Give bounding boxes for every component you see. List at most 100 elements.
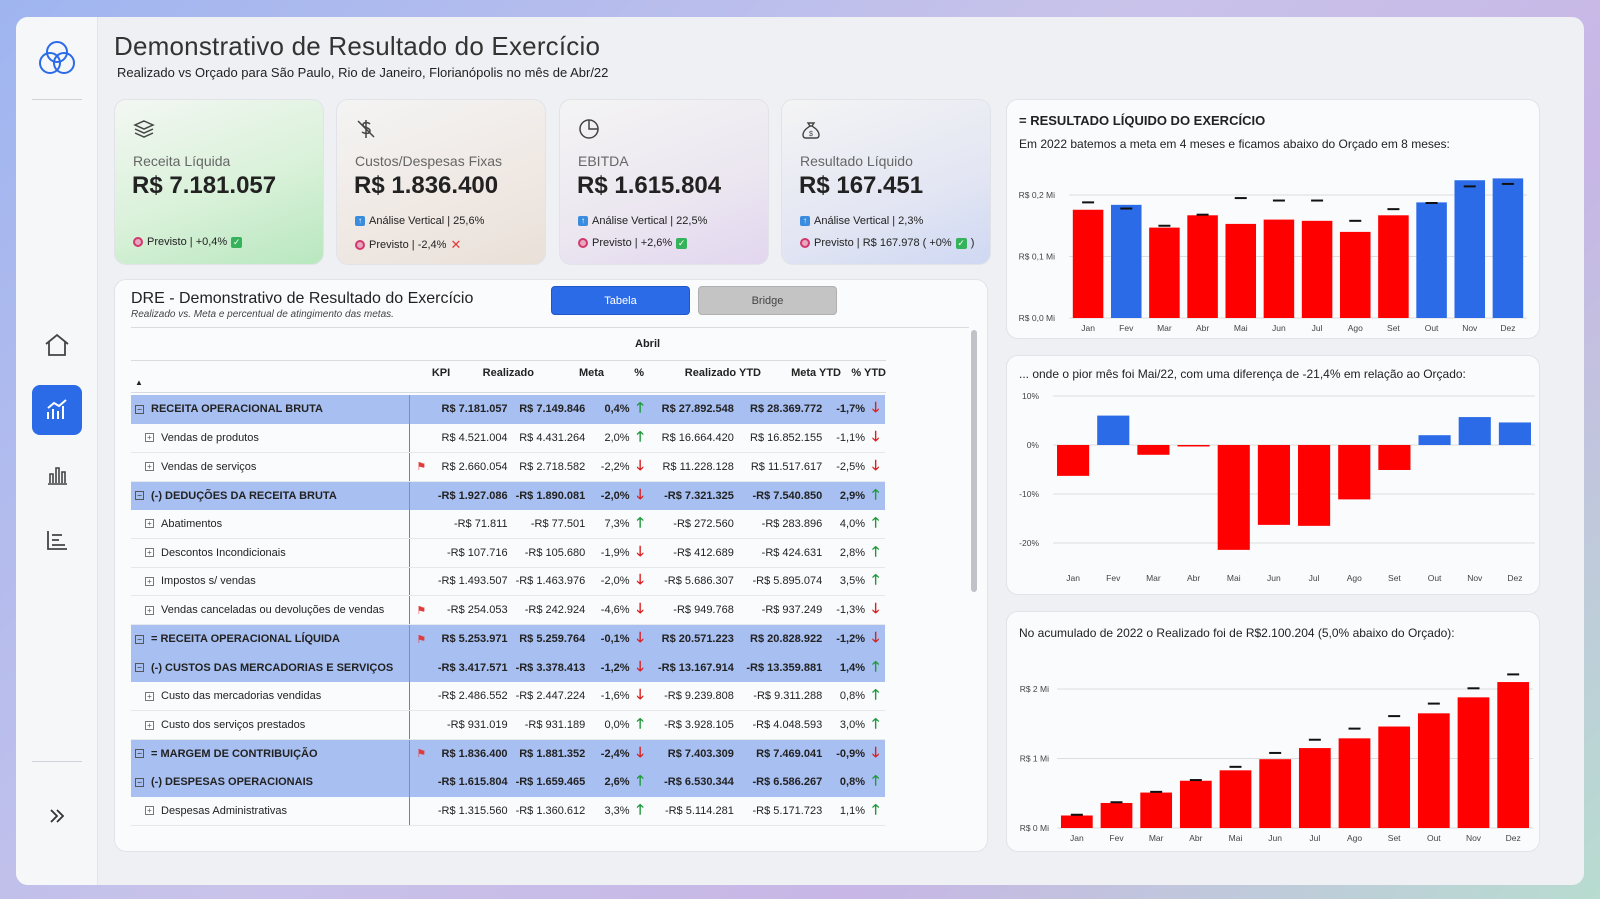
table-row[interactable]: + Custo dos serviços prestados -R$ 931.019… bbox=[131, 710, 885, 740]
tab-tabela-button[interactable]: Tabela bbox=[551, 286, 690, 315]
target-icon bbox=[800, 238, 810, 248]
month-header: Abril bbox=[635, 338, 661, 350]
expand-icon[interactable]: + bbox=[145, 691, 154, 701]
table-scrollbar[interactable] bbox=[971, 330, 977, 592]
percent-cell: -2,4% bbox=[589, 739, 634, 768]
table-row[interactable]: + Vendas de serviços ⚑ R$ 2.660.054 R$ 2.718… bbox=[131, 452, 885, 482]
table-row[interactable]: − = MARGEM DE CONTRIBUIÇÃO ⚑ R$ 1.836.400 R$… bbox=[131, 739, 885, 768]
column-header[interactable]: Meta bbox=[578, 367, 604, 379]
kpi-card-3[interactable]: EBITDA R$ 1.615.804 ↑ Análise Vertical | 22… bbox=[559, 99, 769, 265]
expand-icon[interactable]: + bbox=[145, 433, 154, 443]
arrow-up-icon: 🡑 bbox=[872, 542, 880, 559]
arrow-up-icon: 🡑 bbox=[872, 513, 880, 530]
x-tick-label: Out bbox=[1427, 833, 1441, 843]
x-tick-label: Jun bbox=[1268, 833, 1282, 843]
arrow-down-icon: 🡓 bbox=[636, 629, 644, 646]
x-tick-label: Nov bbox=[1462, 323, 1478, 333]
kpi-flag-cell: ⚑ bbox=[409, 624, 433, 654]
x-tick-label: Nov bbox=[1466, 833, 1482, 843]
arrow-down-icon: 🡓 bbox=[872, 399, 880, 416]
table-row[interactable]: − (-) DESPESAS OPERACIONAIS -R$ 1.615.804-… bbox=[131, 767, 885, 797]
realizado-cell: -R$ 107.716 bbox=[432, 538, 512, 568]
table-row[interactable]: − = RECEITA OPERACIONAL LÍQUIDA ⚑ R$ 5.253.… bbox=[131, 624, 885, 654]
target-icon bbox=[355, 240, 365, 250]
collapse-icon[interactable]: − bbox=[135, 749, 144, 759]
kpi-value: R$ 7.181.057 bbox=[132, 172, 277, 199]
bar bbox=[1301, 220, 1333, 318]
x-tick-label: Set bbox=[1388, 573, 1401, 583]
tab-bridge-button[interactable]: Bridge bbox=[698, 286, 837, 315]
kpi-label: Receita Líquida bbox=[133, 153, 231, 169]
meta-cell: -R$ 105.680 bbox=[511, 538, 590, 568]
realizado-cell: R$ 5.253.971 bbox=[432, 624, 512, 654]
column-header[interactable]: Meta YTD bbox=[791, 367, 841, 379]
kpi-card-4[interactable]: $ Resultado Líquido R$ 167.451 ↑ Análise Ver… bbox=[781, 99, 991, 265]
table-row[interactable]: + Vendas canceladas ou devoluções de vend… bbox=[131, 595, 885, 625]
percent-ytd-cell: -2,5% bbox=[826, 452, 869, 482]
collapse-icon[interactable]: − bbox=[135, 404, 144, 414]
collapse-icon[interactable]: − bbox=[135, 663, 144, 673]
table-row[interactable]: + Abatimentos -R$ 71.811 -R$ 77.501 7,3% 🡑 -R$… bbox=[131, 509, 885, 539]
table-row[interactable]: + Despesas Administrativas -R$ 1.315.560 -R… bbox=[131, 796, 885, 826]
arrow-up-icon: 🡑 bbox=[872, 800, 880, 817]
x-tick-label: Mai bbox=[1227, 573, 1241, 583]
collapse-icon[interactable]: − bbox=[135, 777, 144, 787]
column-header[interactable]: KPI bbox=[431, 367, 451, 379]
realizado-cell: R$ 7.181.057 bbox=[432, 395, 512, 424]
column-header[interactable]: % YTD bbox=[851, 367, 886, 379]
info-icon: ↑ bbox=[800, 216, 810, 226]
dollar-slash-icon bbox=[357, 120, 375, 138]
y-tick-label: -20% bbox=[1019, 538, 1039, 548]
table-row[interactable]: + Descontos Incondicionais -R$ 107.716 -R$ … bbox=[131, 538, 885, 568]
row-label: + Custo dos serviços prestados bbox=[131, 710, 411, 740]
percent-cell: -2,0% bbox=[589, 567, 634, 597]
nav-home[interactable] bbox=[32, 320, 82, 370]
table-row[interactable]: + Impostos s/ vendas -R$ 1.493.507 -R$ 1.46… bbox=[131, 567, 885, 597]
x-tick-label: Mar bbox=[1157, 323, 1172, 333]
meta-cell: -R$ 3.378.413 bbox=[511, 653, 590, 682]
table-row[interactable]: − RECEITA OPERACIONAL BRUTA R$ 7.181.057 R$… bbox=[131, 395, 885, 424]
realizado-cell: R$ 2.660.054 bbox=[432, 452, 512, 482]
arrow-down-icon: 🡓 bbox=[636, 542, 644, 559]
expand-icon[interactable]: + bbox=[145, 806, 154, 816]
x-tick-label: Ago bbox=[1347, 573, 1362, 583]
column-header[interactable]: Realizado YTD bbox=[684, 367, 761, 379]
nav-analytics[interactable] bbox=[32, 385, 82, 435]
meta-cell: R$ 5.259.764 bbox=[511, 624, 590, 654]
collapse-icon[interactable]: − bbox=[135, 634, 144, 644]
bar bbox=[1497, 682, 1530, 828]
kpi-card-1[interactable]: Receita Líquida R$ 7.181.057 Previsto | +0… bbox=[114, 99, 324, 265]
x-tick-label: Set bbox=[1388, 833, 1401, 843]
info-icon: ↑ bbox=[578, 216, 588, 226]
svg-text:$: $ bbox=[809, 131, 813, 138]
table-row[interactable]: − (-) CUSTOS DAS MERCADORIAS E SERVIÇOS -R… bbox=[131, 653, 885, 682]
meta-cell: -R$ 1.659.465 bbox=[511, 767, 590, 797]
sort-asc-icon[interactable]: ▲ bbox=[135, 378, 143, 387]
expand-icon[interactable]: + bbox=[145, 548, 154, 558]
expand-nav-button[interactable] bbox=[32, 791, 82, 841]
nav-bar-chart[interactable] bbox=[32, 450, 82, 500]
realizado-ytd-cell: -R$ 13.167.914 bbox=[649, 653, 738, 682]
expand-icon[interactable]: + bbox=[145, 519, 154, 529]
realizado-ytd-cell: -R$ 412.689 bbox=[649, 538, 738, 568]
expand-icon[interactable]: + bbox=[145, 577, 154, 587]
y-tick-label: R$ 1 Mi bbox=[1020, 754, 1049, 764]
y-tick-label: R$ 0,1 Mi bbox=[1019, 252, 1055, 262]
bar bbox=[1418, 435, 1451, 445]
expand-icon[interactable]: + bbox=[145, 720, 154, 730]
nav-list[interactable] bbox=[32, 515, 82, 565]
table-row[interactable]: − (-) DEDUÇÕES DA RECEITA BRUTA -R$ 1.927.… bbox=[131, 481, 885, 510]
target-icon bbox=[578, 238, 588, 248]
bar bbox=[1257, 445, 1290, 525]
kpi-flag-cell bbox=[409, 481, 433, 510]
expand-icon[interactable]: + bbox=[145, 605, 154, 615]
collapse-icon[interactable]: − bbox=[135, 491, 144, 501]
kpi-card-2[interactable]: Custos/Despesas Fixas R$ 1.836.400 ↑ Anális… bbox=[336, 99, 546, 265]
realizado-cell: R$ 1.836.400 bbox=[432, 739, 512, 768]
column-header[interactable]: % bbox=[634, 367, 644, 379]
column-header[interactable]: Realizado bbox=[482, 367, 534, 379]
table-row[interactable]: + Custo das mercadorias vendidas -R$ 2.486… bbox=[131, 681, 885, 712]
table-row[interactable]: + Vendas de produtos R$ 4.521.004 R$ 4.431.… bbox=[131, 423, 885, 453]
expand-icon[interactable]: + bbox=[145, 462, 154, 472]
x-tick-label: Mai bbox=[1234, 323, 1248, 333]
